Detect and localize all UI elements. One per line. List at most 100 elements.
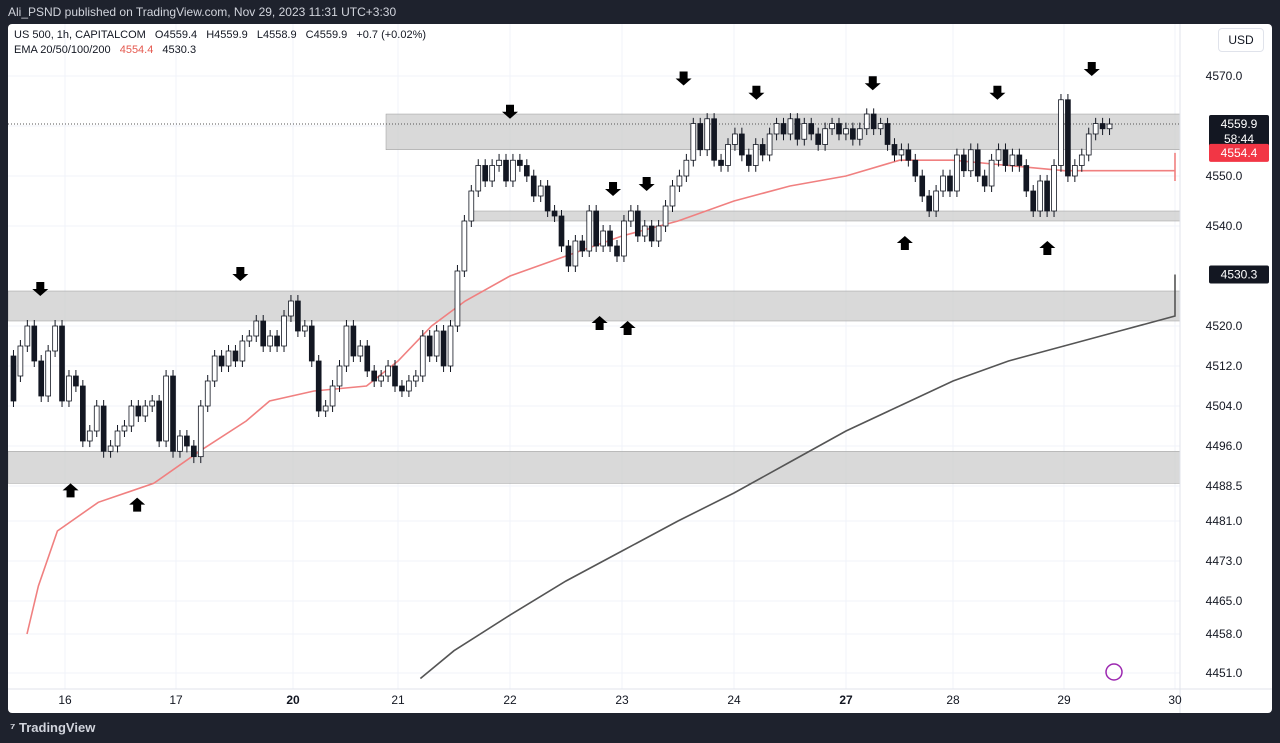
candle bbox=[773, 117, 780, 141]
bear-candle-body bbox=[974, 149, 981, 177]
candle bbox=[426, 330, 433, 362]
candle bbox=[24, 320, 31, 352]
price-tick-label: 4458.0 bbox=[1206, 627, 1243, 641]
candle bbox=[1106, 118, 1113, 136]
price-tick-label: 4451.0 bbox=[1206, 666, 1243, 680]
candle bbox=[66, 370, 72, 407]
publish-text: Ali_PSND published on TradingView.com, N… bbox=[8, 5, 397, 19]
chart-canvas[interactable]: 4570.0 4550.0 4540.0 4520.0 4512.0 4504.0 4496… bbox=[8, 24, 1272, 713]
candle bbox=[607, 225, 613, 252]
currency-button[interactable]: USD bbox=[1218, 28, 1264, 52]
candle bbox=[149, 395, 156, 412]
price-label-text: 4554.4 bbox=[1221, 146, 1258, 160]
candle bbox=[1065, 94, 1071, 182]
bull-candle-body bbox=[149, 400, 156, 407]
time-tick-label: 28 bbox=[946, 693, 960, 707]
bull-candle-body bbox=[856, 128, 863, 140]
time-tick-label: 21 bbox=[391, 693, 405, 707]
candle bbox=[912, 153, 919, 182]
bear-candle-body bbox=[905, 149, 912, 161]
bull-candle-body bbox=[246, 335, 253, 342]
candle bbox=[905, 143, 912, 167]
bull-candle-body bbox=[1106, 123, 1113, 130]
candle bbox=[204, 375, 211, 412]
candle bbox=[711, 113, 717, 167]
candle bbox=[412, 370, 419, 387]
bull-candle-body bbox=[204, 380, 211, 407]
tradingview-logo[interactable]: ⁷ TradingView bbox=[10, 720, 96, 735]
candle bbox=[510, 153, 516, 187]
bull-candle-body bbox=[114, 430, 121, 447]
bear-candle-body bbox=[794, 118, 801, 140]
arrow-down-marker bbox=[605, 182, 622, 196]
candle bbox=[572, 235, 579, 272]
arrow-down-marker bbox=[864, 76, 881, 91]
candle bbox=[1044, 174, 1050, 217]
candle bbox=[961, 148, 967, 177]
bear-candle-body bbox=[392, 365, 398, 387]
arrow-up-marker bbox=[62, 483, 79, 498]
candle bbox=[808, 117, 815, 141]
candle bbox=[752, 138, 759, 172]
bull-candle-body bbox=[863, 113, 870, 130]
bear-candle-body bbox=[1030, 190, 1037, 212]
candle bbox=[732, 127, 738, 151]
bear-candle-body bbox=[80, 385, 86, 442]
candle bbox=[579, 235, 586, 257]
candle bbox=[586, 205, 593, 257]
bear-candle-body bbox=[745, 154, 752, 166]
bear-candle-body bbox=[759, 144, 766, 156]
bull-candle-body bbox=[177, 435, 183, 452]
candle bbox=[884, 117, 891, 151]
bear-candle-body bbox=[1044, 180, 1050, 212]
time-tick-label: 20 bbox=[286, 693, 300, 707]
symbol-label[interactable]: US 500, 1h, CAPITALCOM bbox=[14, 29, 146, 41]
bull-candle-body bbox=[537, 185, 544, 197]
close-value: C4559.9 bbox=[305, 29, 348, 41]
arrow-down-marker bbox=[675, 71, 692, 86]
chart-panel[interactable]: 4570.0 4550.0 4540.0 4520.0 4512.0 4504.0 4496… bbox=[8, 24, 1272, 713]
bull-candle-body bbox=[197, 405, 204, 458]
bull-candle-body bbox=[898, 149, 905, 156]
arrow-up-marker bbox=[591, 316, 608, 330]
bear-candle-body bbox=[156, 400, 162, 442]
bear-candle-body bbox=[10, 355, 17, 402]
brand-text: TradingView bbox=[18, 720, 96, 735]
bull-candle-body bbox=[621, 220, 627, 257]
candle bbox=[489, 159, 495, 187]
bull-candle-body bbox=[357, 345, 364, 357]
bear-candle-body bbox=[440, 330, 447, 367]
candle bbox=[634, 205, 641, 242]
bull-candle-body bbox=[336, 365, 343, 387]
candle bbox=[1058, 94, 1064, 172]
countdown-text: 58:44 bbox=[1224, 132, 1254, 146]
candle bbox=[1016, 148, 1023, 172]
price-tick-label: 4570.0 bbox=[1206, 69, 1243, 83]
bear-candle-body bbox=[399, 385, 405, 392]
bull-candle-body bbox=[690, 123, 697, 161]
bull-candle-body bbox=[447, 325, 454, 367]
candle bbox=[1023, 159, 1030, 197]
candle bbox=[503, 153, 509, 187]
arrow-up-marker bbox=[1039, 241, 1056, 255]
candle bbox=[93, 400, 100, 437]
change-value: +0.7 (+0.02%) bbox=[356, 29, 427, 41]
price-tick-label: 4496.0 bbox=[1206, 439, 1243, 453]
candle bbox=[1002, 143, 1009, 172]
arrow-up-marker bbox=[129, 497, 146, 512]
bull-candle-body bbox=[419, 335, 426, 377]
bear-candle-body bbox=[1065, 99, 1071, 177]
time-tick-label: 23 bbox=[615, 693, 629, 707]
candle bbox=[850, 122, 856, 146]
candle bbox=[766, 127, 773, 162]
bull-candle-body bbox=[954, 154, 960, 192]
candle bbox=[45, 345, 51, 402]
open-value: O4559.4 bbox=[154, 29, 198, 41]
time-tick-label: 17 bbox=[169, 693, 183, 707]
candle bbox=[690, 117, 697, 167]
bear-candle-body bbox=[919, 175, 926, 197]
ema-label[interactable]: EMA 20/50/100/200 bbox=[14, 44, 111, 56]
candle bbox=[246, 330, 253, 347]
candle bbox=[544, 180, 551, 217]
candle bbox=[954, 148, 960, 197]
